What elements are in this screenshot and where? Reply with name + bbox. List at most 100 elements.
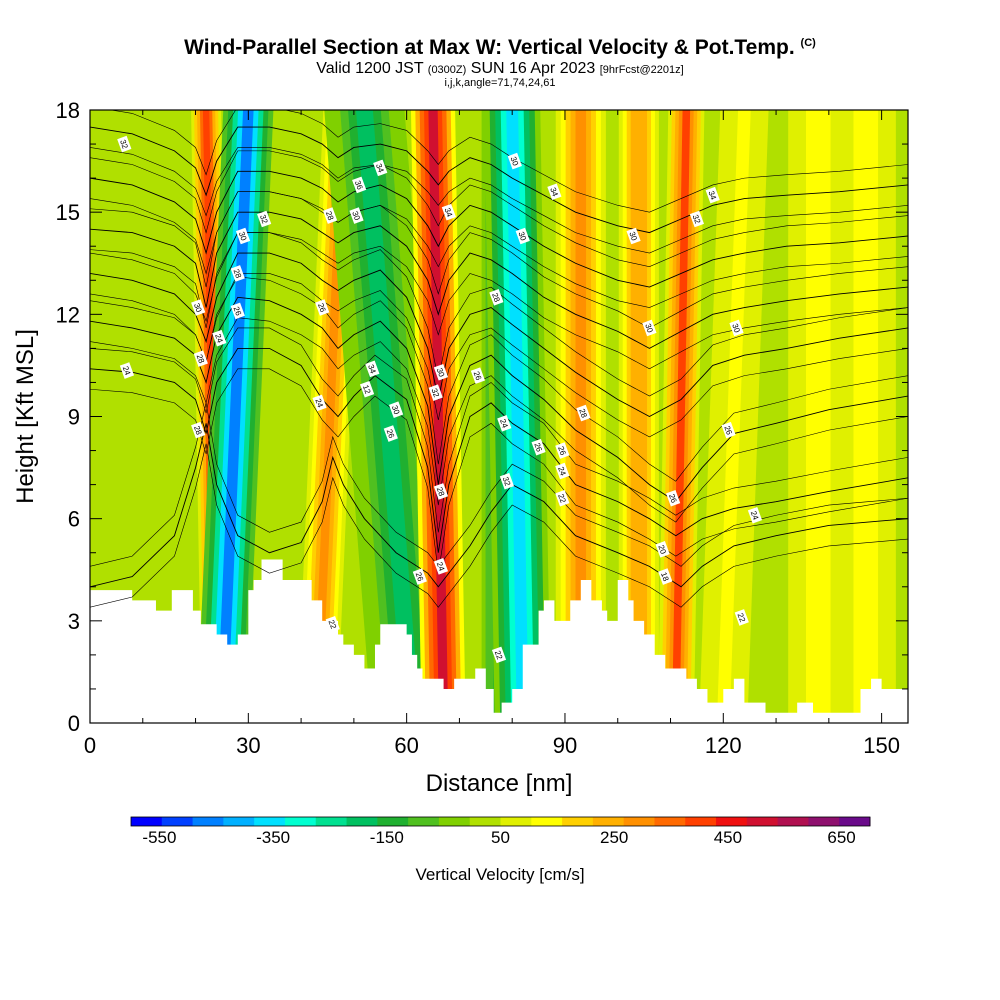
x-tick-label: 30 — [236, 733, 260, 758]
contour-label-text: 24 — [556, 465, 568, 477]
contour-label: 30 — [349, 207, 364, 224]
colorbar-swatch — [808, 817, 840, 826]
colorbar-tick-label: 250 — [600, 828, 628, 847]
colorbar-swatch — [777, 817, 809, 826]
contour-label-box — [315, 299, 330, 316]
colorbar-swatch — [131, 817, 163, 826]
contour-label-box — [555, 489, 570, 507]
contour-label-text: 30 — [192, 302, 204, 314]
contour-label: 32 — [257, 210, 272, 228]
contour-label-text: 28 — [192, 425, 204, 437]
theta-contour — [90, 296, 908, 503]
valid-date: SUN 16 Apr 2023 — [470, 60, 596, 77]
y-tick-label: 9 — [68, 405, 80, 430]
contour-label: 30 — [729, 319, 744, 337]
copyright-mark: (C) — [800, 37, 816, 49]
contour-label: 32 — [428, 384, 443, 401]
colorbar-swatch — [685, 817, 717, 826]
contour-label-text: 24 — [749, 510, 761, 522]
y-tick-label: 12 — [56, 302, 80, 327]
velocity-band — [484, 110, 551, 723]
contour-labels: 32 36 34 28 30 30 28 26 30 24 28 26 24 34 12 30 26 34 30 32… — [117, 135, 763, 664]
velocity-band-level — [716, 110, 751, 723]
contour-label-text: 32 — [429, 387, 441, 399]
contour-label-text: 36 — [353, 179, 365, 191]
contour-label-box — [441, 203, 456, 221]
colorbar-swatch — [408, 817, 440, 826]
contour-label-text: 30 — [237, 230, 249, 242]
contour-label: 30 — [388, 401, 404, 418]
contour-label-text: 34 — [548, 186, 560, 198]
theta-contour — [90, 347, 908, 553]
colorbar-tick-label: -150 — [370, 828, 404, 847]
contour-label: 28 — [230, 265, 245, 282]
x-tick-label: 0 — [84, 733, 96, 758]
chart-subtitle: Valid 1200 JST (0300Z) SUN 16 Apr 2023 [… — [0, 60, 1000, 78]
colorbar-swatch — [161, 817, 194, 826]
colorbar-swatch — [223, 817, 255, 826]
contour-label: 24 — [312, 394, 327, 412]
contour-label-text: 34 — [366, 363, 378, 375]
theta-contour — [90, 126, 908, 234]
contour-label-box — [212, 329, 227, 347]
chart-params: i,j,k,angle=71,74,24,61 — [444, 77, 556, 89]
contour-label-box — [489, 289, 504, 306]
contour-label-box — [119, 362, 135, 379]
contour-label: 34 — [365, 360, 380, 378]
velocity-band-level — [671, 110, 691, 723]
contour-label-box — [191, 299, 206, 316]
contour-label: 30 — [507, 152, 522, 170]
colorbar-swatch — [531, 817, 563, 826]
colorbar-swatch — [623, 817, 655, 826]
velocity-band-level — [859, 110, 873, 723]
contour-label: 34 — [705, 186, 720, 204]
contour-label-box — [193, 350, 208, 367]
contour-label: 30 — [642, 319, 657, 337]
contour-label-box — [515, 227, 530, 245]
contour-label-text: 30 — [509, 156, 521, 168]
colorbar: -550 -350 -150 50 250 450 650 Vertical Velocity… — [130, 816, 871, 884]
contour-label-box — [433, 558, 449, 575]
contour-label: 34 — [547, 183, 562, 201]
colorbar-swatch — [592, 817, 625, 826]
contour-label-box — [365, 360, 380, 378]
contour-label-text: 24 — [313, 397, 325, 409]
forecast-info: [9hrFcst@2201z] — [599, 64, 684, 76]
contour-label: 24 — [497, 415, 512, 432]
contour-label-box — [721, 421, 736, 439]
theta-contour — [90, 368, 908, 574]
contour-label-text: 30 — [350, 210, 362, 222]
contour-label: 34 — [441, 203, 456, 221]
contour-label-text: 12 — [361, 384, 373, 396]
velocity-band — [324, 110, 453, 723]
theta-contour — [90, 150, 908, 267]
theta-contour — [90, 191, 908, 308]
contour-label-box — [117, 135, 132, 153]
colorbar-tick-label: 650 — [827, 828, 855, 847]
contour-label: 28 — [576, 404, 591, 422]
contour-label-box — [373, 159, 388, 177]
contour-label: 30 — [433, 363, 449, 381]
contour-label-box — [499, 472, 515, 490]
velocity-field — [90, 110, 908, 723]
contour-label-box — [666, 489, 681, 507]
contour-label-box — [705, 186, 720, 204]
contour-label-text: 24 — [498, 418, 510, 430]
x-axis-label: Distance [nm] — [426, 770, 573, 797]
contour-label: 26 — [412, 568, 427, 585]
theta-contour — [90, 252, 908, 418]
contour-label-text: 26 — [667, 493, 679, 505]
valid-utc: (0300Z) — [427, 64, 467, 76]
contour-label-text: 34 — [707, 190, 719, 202]
contour-label-box — [555, 442, 570, 459]
contour-label-text: 24 — [435, 561, 447, 573]
contour-label-box — [230, 265, 245, 282]
terrain-mask — [90, 559, 908, 723]
colorbar-swatch — [469, 817, 501, 826]
contour-label-text: 32 — [691, 213, 703, 225]
valid-time: Valid 1200 JST — [316, 60, 424, 77]
velocity-band-level — [355, 110, 421, 723]
contour-label-box — [470, 367, 485, 384]
contour-label: 26 — [666, 489, 681, 507]
